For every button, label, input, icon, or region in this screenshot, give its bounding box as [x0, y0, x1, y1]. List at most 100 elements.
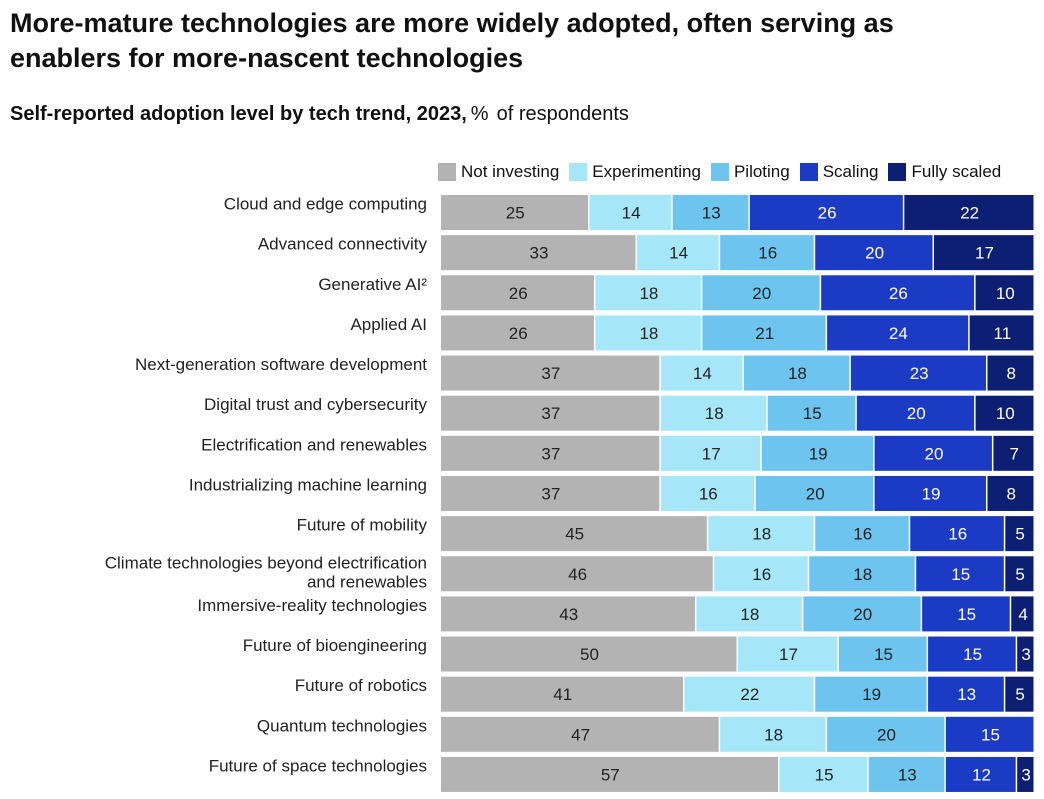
bar-segment-not-investing — [441, 716, 719, 752]
bar-segment-scaling — [874, 435, 992, 471]
bar-segment-fully-scaled — [1005, 676, 1034, 712]
data-label: 20 — [877, 725, 896, 744]
data-label: 5 — [1015, 565, 1024, 584]
data-label: 37 — [541, 444, 560, 463]
chart-legend: Not investing Experimenting Piloting Scalin… — [438, 160, 1011, 184]
legend-item-scaling: Scaling — [799, 162, 878, 182]
data-label: 26 — [509, 324, 528, 343]
data-label: 14 — [669, 244, 688, 263]
bar-segment-experimenting — [637, 235, 719, 271]
legend-swatch-scaling — [799, 163, 818, 181]
data-label: 20 — [925, 444, 944, 463]
bar-segment-piloting — [838, 636, 927, 672]
bar-segment-not-investing — [441, 315, 594, 351]
bar-segment-not-investing — [441, 556, 713, 592]
bar-segment-piloting — [672, 195, 749, 230]
data-label: 22 — [960, 204, 979, 223]
data-label: 20 — [853, 605, 872, 624]
bar-segment-not-investing — [441, 395, 660, 431]
data-label: 24 — [889, 324, 908, 343]
legend-label-fully-scaled: Fully scaled — [911, 162, 1002, 181]
bar-segment-fully-scaled — [1005, 556, 1034, 592]
bar-segment-piloting — [702, 315, 826, 351]
data-label: 16 — [853, 525, 872, 544]
data-label: 3 — [1021, 645, 1030, 664]
bar-segment-experimenting — [589, 195, 672, 230]
bar-segment-experimenting — [738, 636, 838, 672]
bar-segment-not-investing — [441, 475, 660, 511]
data-label: 3 — [1021, 765, 1030, 784]
bar-segment-fully-scaled — [987, 355, 1034, 391]
data-label: 33 — [530, 244, 549, 263]
bar-segment-scaling — [928, 636, 1016, 672]
data-label: 18 — [639, 284, 658, 303]
data-label: 15 — [874, 645, 893, 664]
bar-segment-piloting — [827, 716, 945, 752]
legend-label-piloting: Piloting — [733, 162, 790, 181]
bar-segment-piloting — [815, 676, 927, 712]
bar-segment-experimenting — [660, 355, 743, 391]
bar-segment-fully-scaled — [904, 195, 1034, 230]
data-label: 15 — [951, 565, 970, 584]
legend-label-experimenting: Experimenting — [592, 162, 701, 181]
data-label: 18 — [788, 364, 807, 383]
bar-segment-scaling — [910, 516, 1004, 552]
bar-segment-piloting — [868, 756, 945, 792]
bar-segment-experimenting — [595, 275, 701, 311]
data-label: 37 — [541, 404, 560, 423]
bar-segment-not-investing — [441, 435, 660, 471]
legend-swatch-not-investing — [438, 163, 456, 181]
data-label: 16 — [752, 565, 771, 584]
data-label: 16 — [948, 525, 967, 544]
data-label: 50 — [580, 645, 599, 664]
bar-segment-piloting — [720, 235, 814, 271]
bar-segment-fully-scaled — [987, 475, 1034, 511]
data-label: 17 — [779, 645, 798, 664]
bar-segment-not-investing — [441, 355, 660, 391]
subtitle-unit: % — [470, 103, 489, 125]
bar-segment-fully-scaled — [934, 235, 1034, 271]
category-label: Future of robotics — [295, 676, 427, 695]
data-label: 14 — [622, 204, 641, 223]
category-label: Digital trust and cybersecurity — [204, 395, 427, 414]
data-label: 21 — [755, 324, 774, 343]
bar-segment-fully-scaled — [975, 275, 1034, 311]
data-label: 20 — [865, 244, 884, 263]
bar-segment-scaling — [815, 235, 933, 271]
chart-subtitle: Self-reported adoption level by tech tre… — [10, 103, 629, 126]
bar-segment-piloting — [702, 275, 820, 311]
bar-segment-experimenting — [714, 556, 808, 592]
data-label: 14 — [693, 364, 712, 383]
data-label: 4 — [1018, 605, 1027, 624]
category-label: Future of space technologies — [209, 756, 427, 775]
data-label: 10 — [996, 404, 1015, 423]
category-label: Electrification and renewables — [201, 435, 427, 454]
bar-segment-fully-scaled — [969, 315, 1034, 351]
data-label: 19 — [809, 444, 828, 463]
data-label: 22 — [740, 685, 759, 704]
data-label: 26 — [889, 284, 908, 303]
bar-segment-fully-scaled — [993, 435, 1034, 471]
bar-segment-fully-scaled — [1005, 516, 1034, 552]
data-label: 8 — [1007, 364, 1016, 383]
bar-segment-not-investing — [441, 275, 594, 311]
data-label: 13 — [898, 765, 917, 784]
chart-title: More-mature technologies are more widely… — [10, 8, 894, 73]
category-label: Generative AI² — [318, 275, 427, 294]
bar-segment-scaling — [922, 596, 1010, 632]
legend-item-experimenting: Experimenting — [569, 162, 701, 182]
data-label: 15 — [963, 645, 982, 664]
bar-segment-not-investing — [441, 195, 588, 230]
bar-segment-piloting — [809, 556, 915, 592]
data-label: 43 — [559, 605, 578, 624]
data-label: 23 — [910, 364, 929, 383]
data-label: 26 — [818, 204, 837, 223]
data-label: 15 — [803, 404, 822, 423]
data-label: 16 — [699, 484, 718, 503]
data-label: 20 — [806, 484, 825, 503]
category-label: Cloud and edge computing — [224, 195, 427, 214]
bar-segment-fully-scaled — [1017, 636, 1034, 672]
legend-swatch-piloting — [710, 163, 729, 181]
data-label: 15 — [981, 725, 1000, 744]
bar-segment-not-investing — [441, 636, 737, 672]
